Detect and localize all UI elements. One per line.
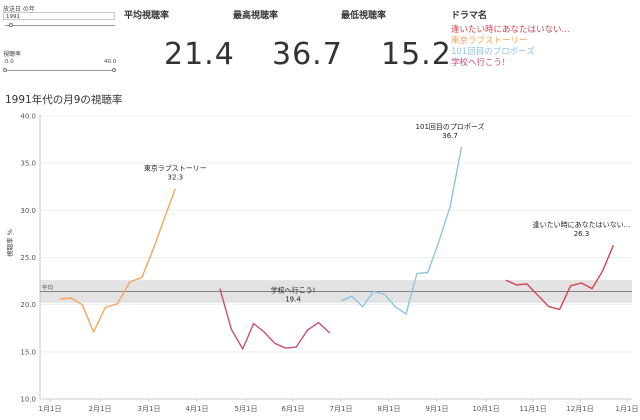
y-tick-label: 10.0 bbox=[20, 396, 36, 404]
y-tick-label: 15.0 bbox=[20, 348, 36, 356]
annotation-title: 東京ラブストーリー bbox=[144, 164, 207, 173]
y-tick-label: 30.0 bbox=[20, 207, 36, 215]
legend-item-aitai[interactable]: 逢いたい時にあなたはいない... bbox=[451, 25, 570, 35]
rating-filter-max: 40.0 bbox=[104, 59, 117, 65]
annotation-value: 19.4 bbox=[285, 295, 301, 303]
year-slider-handle[interactable] bbox=[9, 23, 13, 27]
year-filter-select[interactable]: 1991 bbox=[3, 12, 115, 20]
annotation-value: 26.3 bbox=[574, 230, 590, 238]
annotation-title: 101回目のプロポーズ bbox=[416, 122, 485, 131]
kpi-average-value: 21.4 bbox=[164, 37, 235, 72]
kpi-max-value: 36.7 bbox=[272, 37, 343, 72]
x-tick-label: 9月1日 bbox=[426, 405, 449, 413]
legend-item-101-propose[interactable]: 101回目のプロポーズ bbox=[451, 47, 535, 57]
y-tick-label: 20.0 bbox=[20, 301, 36, 309]
y-tick-label: 25.0 bbox=[20, 254, 36, 262]
rating-filter-min: 0.0 bbox=[5, 59, 14, 65]
x-tick-label: 10月1日 bbox=[472, 405, 499, 413]
x-tick-label: 3月1日 bbox=[138, 405, 161, 413]
kpi-average-title: 平均視聴率 bbox=[124, 11, 170, 21]
legend-title: ドラマ名 bbox=[451, 11, 488, 21]
annotation-value: 36.7 bbox=[442, 132, 458, 140]
x-tick-label: 2月1日 bbox=[89, 405, 112, 413]
x-tick-label: 1月1日 bbox=[39, 405, 62, 413]
annotation-value: 32.3 bbox=[168, 174, 184, 182]
y-axis-label: 視聴率 % bbox=[5, 229, 14, 257]
series-line-1 bbox=[219, 288, 331, 350]
rating-slider-max-handle[interactable] bbox=[112, 68, 116, 72]
year-slider-track[interactable] bbox=[5, 25, 115, 26]
annotation-title: 逢いたい時にあなたはいない... bbox=[533, 220, 631, 229]
rating-slider-track[interactable] bbox=[5, 70, 115, 71]
average-line-label: 平均 bbox=[42, 283, 54, 291]
kpi-min-title: 最低視聴率 bbox=[341, 11, 387, 21]
x-tick-label: 4月1日 bbox=[186, 405, 209, 413]
series-line-3 bbox=[505, 244, 615, 311]
annotation-title: 学校へ行こう! bbox=[271, 285, 316, 294]
legend-item-gakkou[interactable]: 学校へ行こう! bbox=[451, 58, 506, 68]
series-line-0 bbox=[59, 188, 176, 333]
y-tick-label: 35.0 bbox=[20, 160, 36, 168]
y-tick-label: 40.0 bbox=[20, 113, 36, 121]
kpi-min-value: 15.2 bbox=[381, 37, 452, 72]
year-filter-label: 放送日 の年 bbox=[3, 6, 35, 13]
x-tick-label: 5月1日 bbox=[235, 405, 258, 413]
reference-band bbox=[40, 280, 632, 303]
kpi-max-title: 最高視聴率 bbox=[233, 11, 279, 21]
year-filter-value: 1991 bbox=[6, 14, 20, 20]
legend-item-tokyo-love-story[interactable]: 東京ラブストーリー bbox=[451, 36, 528, 46]
x-tick-label: 11月1日 bbox=[519, 405, 546, 413]
legend: 逢いたい時にあなたはいない... 東京ラブストーリー 101回目のプロポーズ 学… bbox=[451, 25, 570, 69]
rating-filter-label: 視聴率 bbox=[3, 51, 22, 58]
chart-title: 1991年代の月9の視聴率 bbox=[5, 94, 123, 106]
x-tick-label: 8月1日 bbox=[378, 405, 401, 413]
rating-slider-min-handle[interactable] bbox=[3, 68, 7, 72]
x-tick-label: 7月1日 bbox=[330, 405, 353, 413]
series-line-2 bbox=[340, 146, 463, 315]
x-tick-label: 12月1日 bbox=[566, 405, 593, 413]
x-tick-label: 6月1日 bbox=[282, 405, 305, 413]
x-tick-label: 1月1日 bbox=[616, 405, 639, 413]
